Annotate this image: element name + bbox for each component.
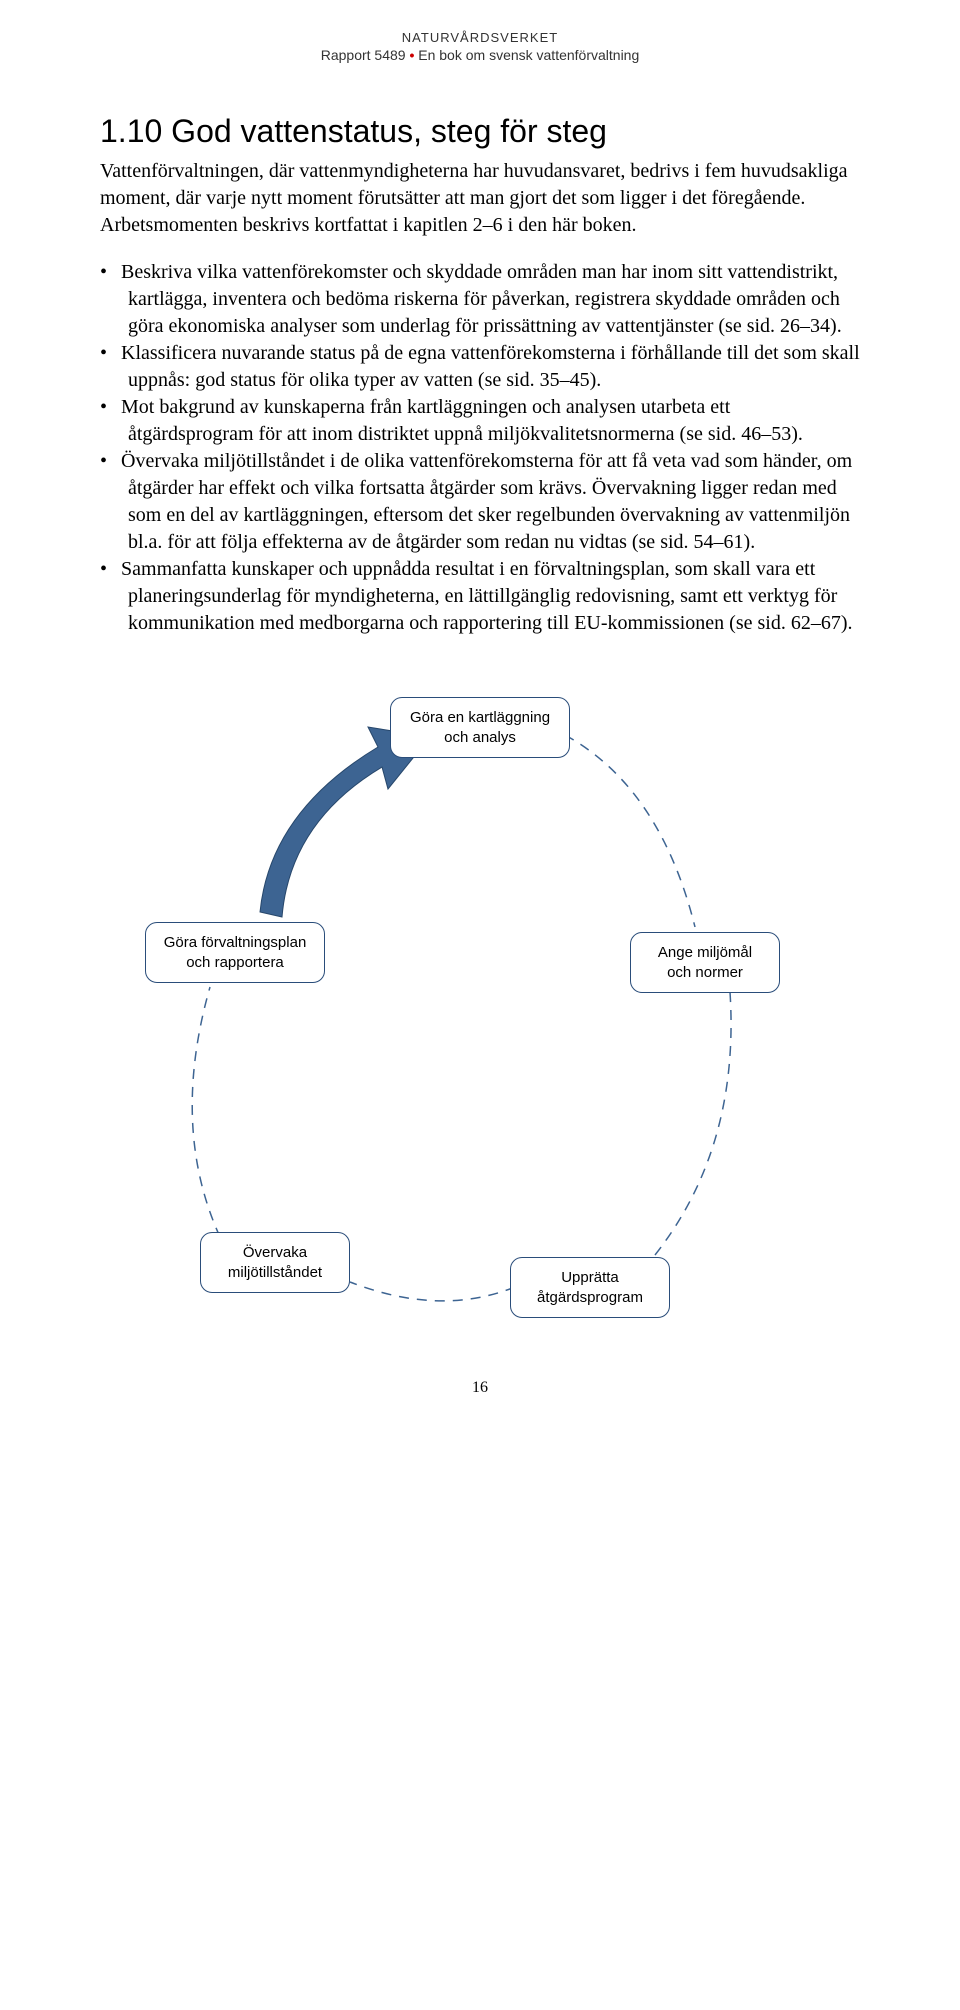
page-number: 16	[0, 1379, 960, 1397]
dashed-connectors	[192, 735, 731, 1301]
running-header: NATURVÅRDSVERKET Rapport 5489 • En bok o…	[100, 30, 860, 63]
cycle-diagram: Göra en kartläggning och analys Ange mil…	[100, 697, 860, 1377]
document-page: NATURVÅRDSVERKET Rapport 5489 • En bok o…	[0, 0, 960, 1417]
list-item: Övervaka miljötillståndet i de olika vat…	[100, 448, 860, 556]
diagram-node-miljomal: Ange miljömål och normer	[630, 932, 780, 993]
diagram-node-forvaltningsplan: Göra förvaltningsplan och rapportera	[145, 922, 325, 983]
bullet-list: Beskriva vilka vattenförekomster och sky…	[100, 259, 860, 637]
list-item: Beskriva vilka vattenförekomster och sky…	[100, 259, 860, 340]
header-report-line: Rapport 5489 • En bok om svensk vattenfö…	[100, 47, 860, 63]
list-item: Klassificera nuvarande status på de egna…	[100, 340, 860, 394]
diagram-node-atgardsprogram: Upprätta åtgärdsprogram	[510, 1257, 670, 1318]
diagram-node-kartlaggning: Göra en kartläggning och analys	[390, 697, 570, 758]
list-item: Mot bakgrund av kunskaperna från kartläg…	[100, 394, 860, 448]
section-title: 1.10 God vattenstatus, steg för steg	[100, 113, 860, 150]
diagram-node-overvaka: Övervaka miljötillståndet	[200, 1232, 350, 1293]
header-report: Rapport 5489	[321, 47, 406, 63]
section-intro: Vattenförvaltningen, där vattenmyndighet…	[100, 158, 860, 239]
list-item: Sammanfatta kunskaper och uppnådda resul…	[100, 556, 860, 637]
header-subtitle: En bok om svensk vattenförvaltning	[418, 47, 639, 63]
header-bullet-icon: •	[409, 47, 418, 63]
header-org: NATURVÅRDSVERKET	[100, 30, 860, 45]
